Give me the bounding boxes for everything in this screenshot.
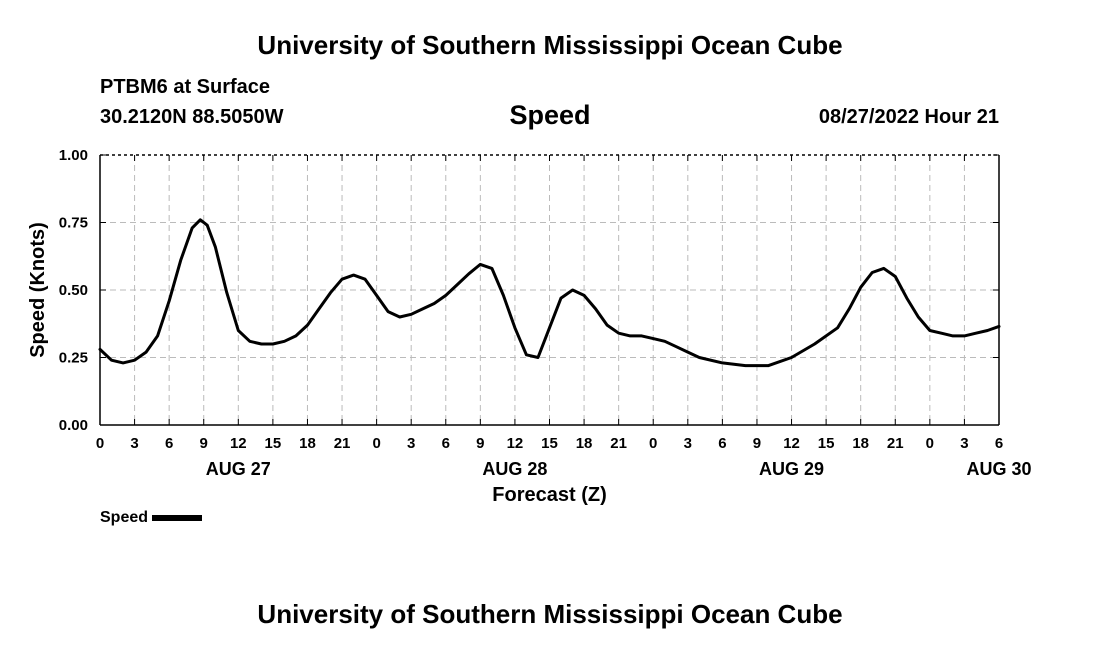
- x-tick-label: 12: [507, 435, 524, 452]
- date-label: AUG 27: [206, 459, 271, 479]
- x-tick-label: 3: [407, 435, 415, 452]
- x-tick-label: 6: [442, 435, 450, 452]
- x-tick-label: 0: [372, 435, 380, 452]
- x-tick-label: 21: [610, 435, 627, 452]
- y-axis-title: Speed (Knots): [27, 222, 49, 358]
- y-tick-label: 0.25: [59, 350, 88, 367]
- x-axis-title: Forecast (Z): [492, 484, 606, 506]
- x-tick-label: 12: [783, 435, 800, 452]
- date-label: AUG 29: [759, 459, 824, 479]
- speed-series-line: [98, 218, 1001, 368]
- x-tick-label: 18: [576, 435, 593, 452]
- grid: [100, 155, 999, 425]
- x-tick-label: 0: [96, 435, 104, 452]
- x-tick-label: 12: [230, 435, 247, 452]
- legend-swatch: [152, 515, 203, 521]
- x-tick-label: 0: [649, 435, 657, 452]
- x-tick-label: 18: [852, 435, 869, 452]
- x-tick-label: 9: [753, 435, 761, 452]
- y-tick-label: 1.00: [59, 147, 88, 164]
- datetime-label: 08/27/2022 Hour 21: [818, 106, 999, 128]
- y-tick-label: 0.75: [59, 215, 88, 232]
- x-tick-label: 15: [818, 435, 835, 452]
- y-tick-label: 0.50: [59, 282, 88, 299]
- legend-label: Speed: [100, 509, 149, 526]
- axes: [99, 154, 1000, 426]
- x-tick-label: 3: [684, 435, 692, 452]
- x-tick-label: 6: [995, 435, 1003, 452]
- x-tick-label: 9: [200, 435, 208, 452]
- x-tick-label: 6: [165, 435, 173, 452]
- station-label: PTBM6 at Surface: [100, 76, 271, 98]
- x-tick-label: 3: [960, 435, 968, 452]
- x-tick-label: 18: [299, 435, 316, 452]
- footer-title: University of Southern Mississippi Ocean…: [257, 599, 843, 629]
- x-tick-label: 21: [334, 435, 351, 452]
- axis-labels: 0 3 6 9 12 15 18 21 0 3 6 9 12 15 18 21 0 3 6 9 12 15 18 21 0 3 6 0…: [27, 147, 1032, 506]
- x-tick-label: 15: [265, 435, 282, 452]
- x-tick-label: 15: [541, 435, 558, 452]
- y-tick-label: 0.00: [59, 417, 88, 434]
- x-tick-label: 6: [718, 435, 726, 452]
- legend: Speed: [100, 509, 203, 527]
- x-tick-label: 0: [926, 435, 934, 452]
- coordinates-label: 30.2120N 88.5050W: [100, 106, 284, 128]
- variable-title: Speed: [509, 100, 591, 130]
- x-tick-label: 9: [476, 435, 484, 452]
- page-title: University of Southern Mississippi Ocean…: [257, 30, 843, 60]
- x-tick-label: 21: [887, 435, 904, 452]
- date-label: AUG 28: [482, 459, 547, 479]
- x-tick-label: 3: [130, 435, 138, 452]
- date-label: AUG 30: [966, 459, 1031, 479]
- series-layer: [98, 218, 1001, 368]
